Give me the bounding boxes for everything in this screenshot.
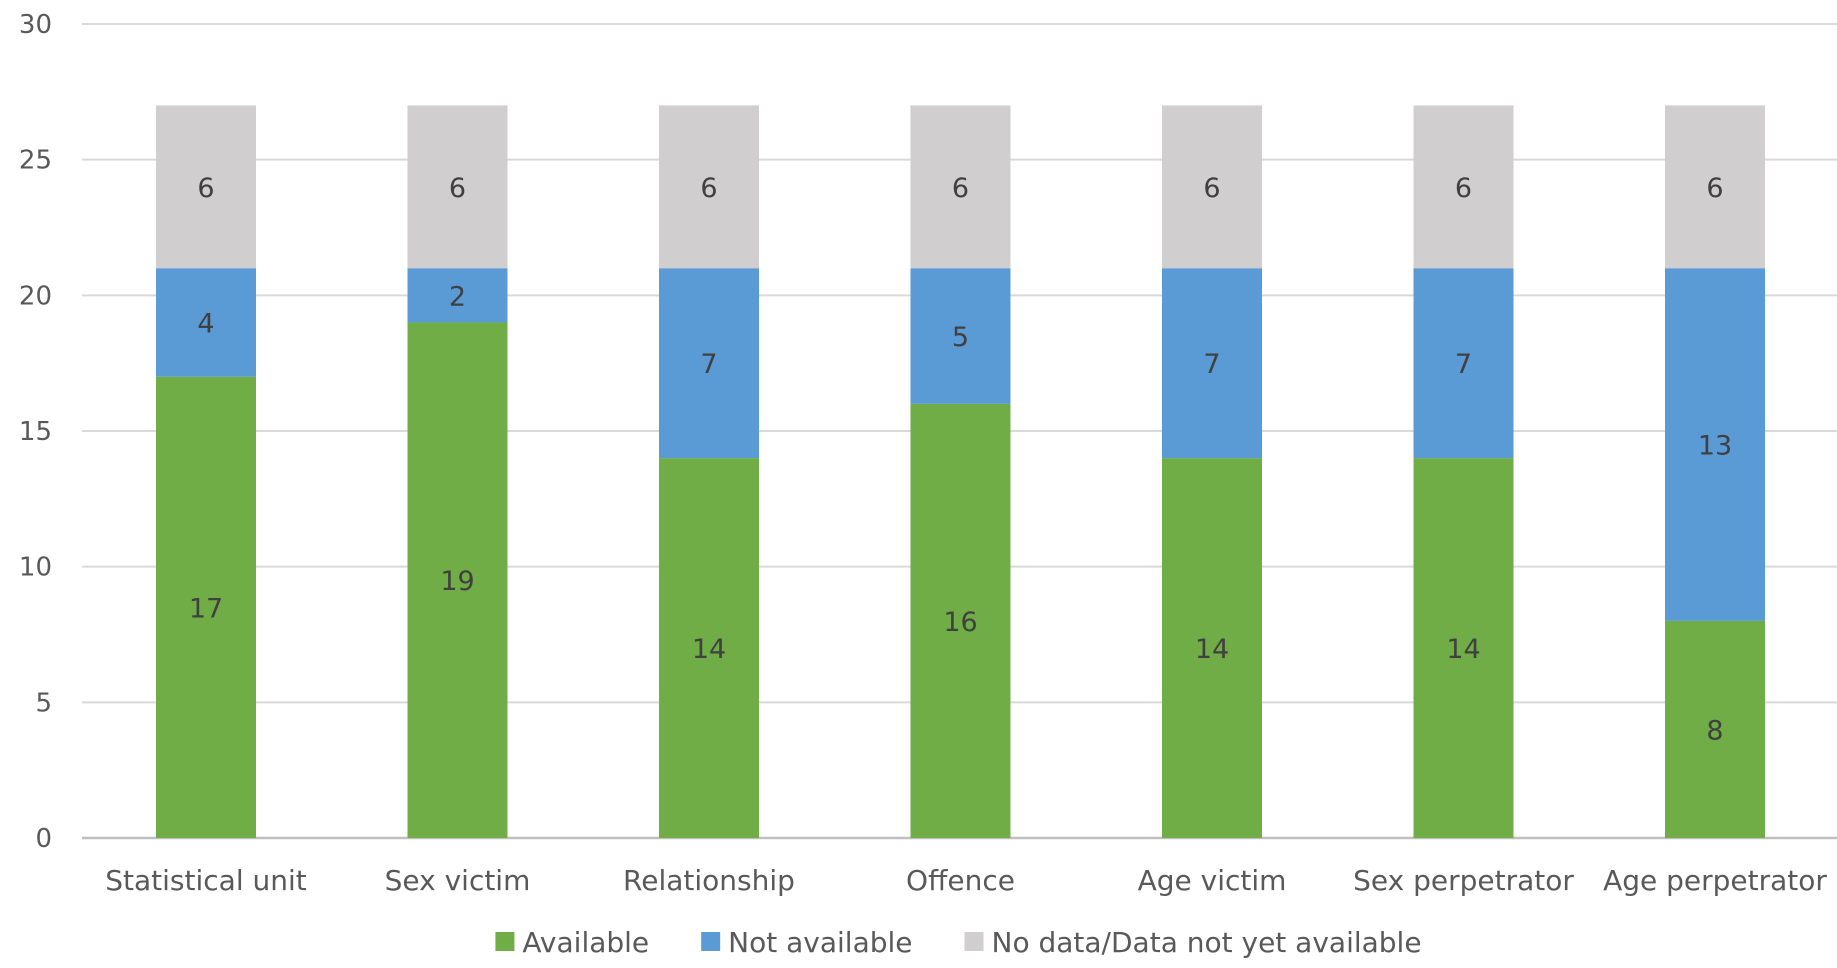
data-label: 7 (1203, 349, 1220, 380)
category-label: Sex victim (385, 864, 531, 897)
data-label: 5 (952, 322, 969, 353)
x-axis-categories: Statistical unit Sex victim Relationship Of… (105, 864, 1827, 897)
category-label: Sex perpetrator (1353, 864, 1574, 897)
legend: Available Not available No data/Data not y… (495, 926, 1422, 959)
bar-segment (1162, 458, 1262, 838)
category-label: Statistical unit (105, 864, 307, 897)
y-axis-ticks: 0 5 10 15 20 25 30 (19, 10, 52, 854)
data-label: 7 (1455, 349, 1472, 380)
bar-segment (659, 268, 759, 459)
category-label: Age victim (1138, 864, 1287, 897)
legend-swatch (964, 932, 984, 951)
bar-segment (407, 322, 508, 838)
category-label: Offence (906, 864, 1015, 897)
data-label: 16 (943, 607, 977, 638)
bar-segment (910, 105, 1011, 269)
bar-segment (1162, 105, 1262, 269)
data-label: 19 (440, 566, 474, 597)
data-label: 14 (1446, 634, 1480, 665)
bar-segment (659, 105, 759, 269)
legend-label: Not available (728, 926, 912, 959)
bar-segment (1665, 268, 1765, 621)
data-label: 6 (1706, 173, 1723, 204)
bar-segment (1413, 105, 1514, 269)
legend-item: Available (495, 926, 649, 959)
bar-segment (910, 268, 1011, 404)
data-label: 14 (1195, 634, 1229, 665)
bar-segment (1413, 458, 1514, 838)
bar-segment (659, 458, 759, 838)
data-label: 6 (1203, 173, 1220, 204)
legend-swatch (495, 932, 515, 951)
y-tick-label: 0 (35, 824, 52, 854)
legend-item: No data/Data not yet available (964, 926, 1422, 959)
legend-swatch (701, 932, 721, 951)
bar-segment (1413, 268, 1514, 459)
data-label: 6 (952, 173, 969, 204)
bar-segment (156, 376, 256, 838)
bars (156, 105, 1765, 838)
category-label: Relationship (623, 864, 795, 897)
data-label: 17 (189, 593, 223, 624)
legend-item: Not available (701, 926, 913, 959)
data-label: 7 (700, 349, 717, 380)
legend-label: No data/Data not yet available (992, 926, 1422, 959)
y-tick-label: 30 (19, 10, 52, 40)
bar-segment (910, 403, 1011, 838)
bar-segment (407, 105, 508, 269)
data-label: 6 (197, 173, 214, 204)
data-labels: 17 4 6 19 2 6 14 7 6 16 5 6 14 7 6 14 7 6 8 13 6 (189, 173, 1732, 747)
bar-segment (1162, 268, 1262, 459)
data-label: 14 (692, 634, 726, 665)
data-label: 2 (449, 281, 466, 312)
bar-segment (407, 268, 508, 323)
y-tick-label: 10 (19, 553, 52, 583)
data-label: 13 (1698, 431, 1732, 462)
data-label: 6 (449, 173, 466, 204)
category-label: Age perpetrator (1603, 864, 1827, 897)
y-tick-label: 20 (19, 281, 52, 311)
y-tick-label: 15 (19, 417, 52, 447)
bar-segment (1665, 105, 1765, 269)
data-label: 8 (1706, 715, 1723, 746)
data-label: 6 (700, 173, 717, 204)
y-tick-label: 5 (35, 688, 52, 718)
data-label: 4 (197, 308, 214, 339)
legend-label: Available (522, 926, 649, 959)
y-tick-label: 25 (19, 146, 52, 176)
bar-segment (156, 105, 256, 269)
bar-segment (156, 268, 256, 377)
data-label: 6 (1455, 173, 1472, 204)
bar-segment (1665, 620, 1765, 838)
